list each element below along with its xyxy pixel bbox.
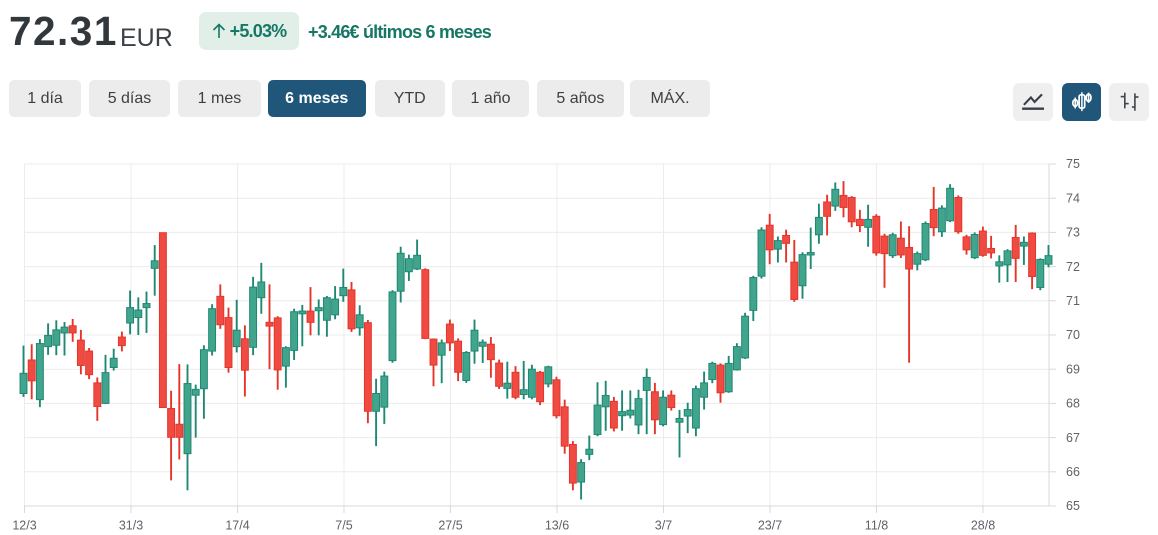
svg-text:67: 67 bbox=[1066, 431, 1080, 445]
svg-text:66: 66 bbox=[1066, 465, 1080, 479]
svg-text:31/3: 31/3 bbox=[119, 519, 143, 533]
svg-text:73: 73 bbox=[1066, 226, 1080, 240]
svg-text:13/6: 13/6 bbox=[545, 519, 569, 533]
svg-text:68: 68 bbox=[1066, 397, 1080, 411]
svg-text:75: 75 bbox=[1066, 157, 1080, 171]
svg-text:65: 65 bbox=[1066, 499, 1080, 513]
svg-text:27/5: 27/5 bbox=[438, 519, 462, 533]
svg-text:3/7: 3/7 bbox=[655, 519, 672, 533]
svg-text:17/4: 17/4 bbox=[225, 519, 249, 533]
svg-text:74: 74 bbox=[1066, 191, 1080, 205]
svg-text:70: 70 bbox=[1066, 328, 1080, 342]
svg-text:71: 71 bbox=[1066, 294, 1080, 308]
svg-text:69: 69 bbox=[1066, 362, 1080, 376]
svg-text:11/8: 11/8 bbox=[865, 519, 888, 533]
svg-text:12/3: 12/3 bbox=[12, 519, 36, 533]
svg-text:23/7: 23/7 bbox=[758, 519, 782, 533]
svg-text:28/8: 28/8 bbox=[971, 519, 995, 533]
svg-text:7/5: 7/5 bbox=[335, 519, 352, 533]
svg-text:72: 72 bbox=[1066, 260, 1080, 274]
